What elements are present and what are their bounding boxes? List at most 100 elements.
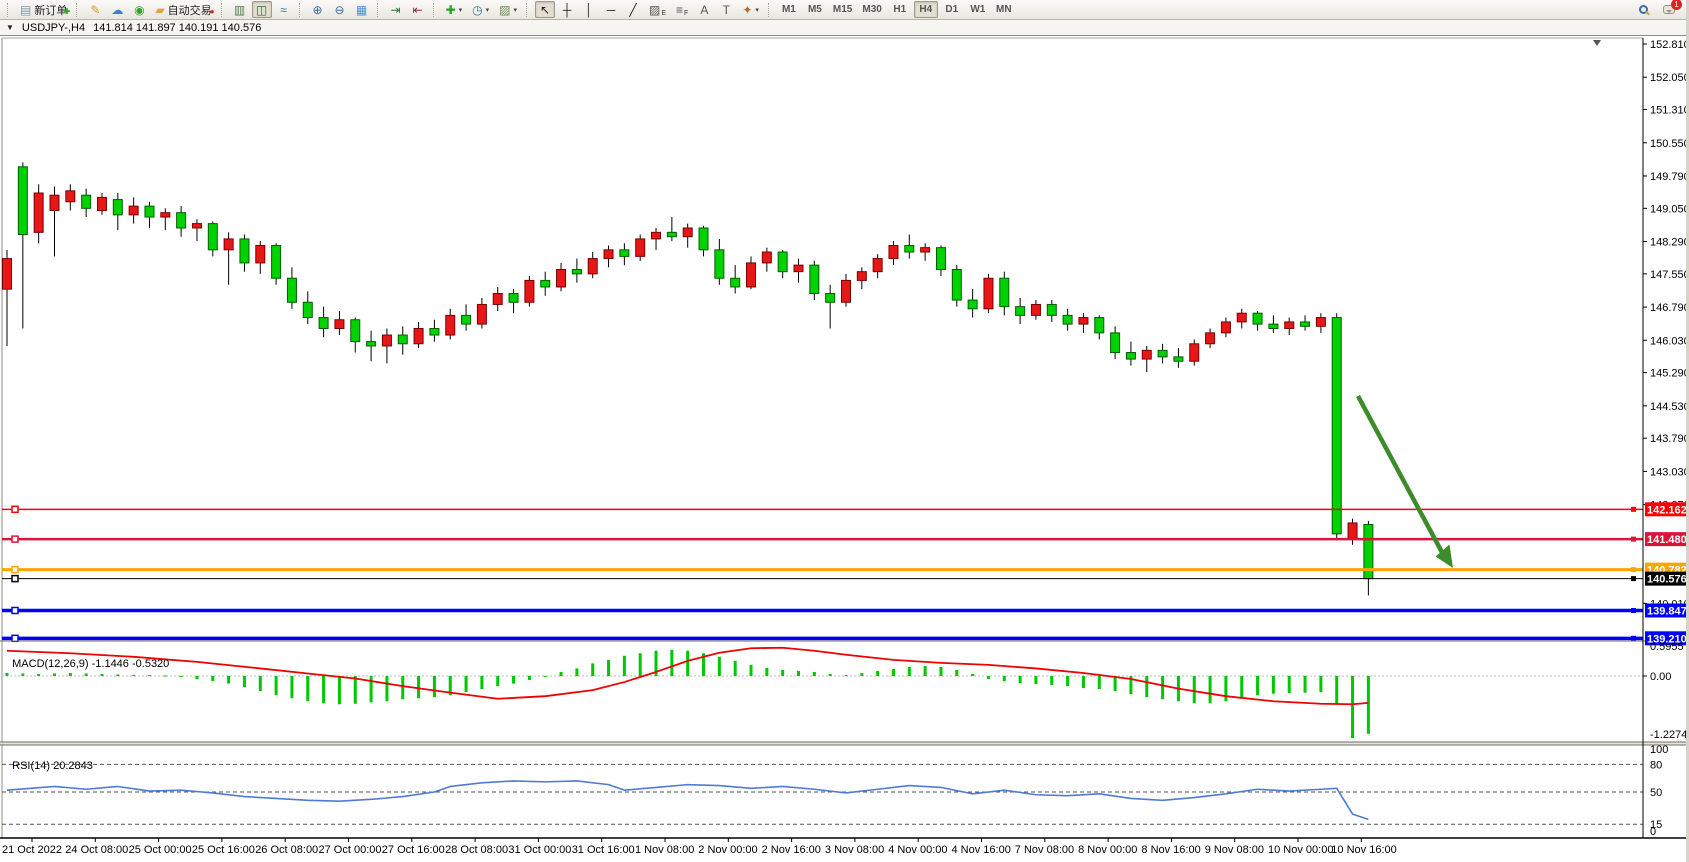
macd-histogram-bar	[52, 673, 56, 676]
hline-right-handle[interactable]	[1631, 576, 1636, 582]
metaeditor-button[interactable]: ✎	[85, 1, 105, 18]
chart-candles-button[interactable]: ◫	[251, 1, 272, 18]
rsi-scale-label: 0	[1650, 826, 1656, 838]
candlestick	[508, 293, 519, 303]
candlestick	[128, 205, 139, 216]
hline-left-handle[interactable]	[11, 606, 19, 615]
tf-w1[interactable]: W1	[966, 1, 990, 18]
macd-indicator-label: MACD(12,26,9) -1.1446 -0.5320	[12, 658, 170, 670]
auto-trading-button[interactable]: ▰ ● 自动交易	[151, 1, 215, 18]
templates-button[interactable]: ▨ ▾	[495, 1, 521, 18]
vertical-line-button[interactable]: │	[579, 1, 599, 18]
candlestick	[571, 268, 582, 275]
text-label-button[interactable]: T	[716, 1, 736, 18]
time-axis-label: 8 Nov 16:00	[1141, 844, 1200, 856]
macd-histogram-bar	[622, 655, 626, 676]
tf-m15[interactable]: M15	[829, 1, 856, 18]
macd-histogram-bar	[512, 676, 516, 684]
tf-h1[interactable]: H1	[888, 1, 912, 18]
tf-h4[interactable]: H4	[913, 1, 938, 18]
arrows-tool-button[interactable]: ✦ ▾	[738, 1, 763, 18]
indicators-dropdown-icon[interactable]: ▾	[458, 6, 463, 14]
vertical-line-icon: │	[585, 2, 593, 17]
tf-m30[interactable]: M30	[858, 1, 885, 18]
macd-histogram-bar	[448, 676, 452, 696]
auto-scroll-icon: ⇥	[390, 2, 401, 17]
crosshair-button[interactable]: ┼	[557, 1, 577, 18]
rsi-indicator-label: RSI(14) 20.2843	[12, 760, 93, 772]
hline-right-handle[interactable]	[1631, 506, 1636, 512]
candlestick	[1315, 317, 1326, 327]
time-axis-label: 21 Oct 2022	[2, 844, 62, 856]
indicators-button[interactable]: ✚ ▾	[442, 1, 467, 18]
candlestick	[1300, 321, 1311, 327]
time-axis-label: 3 Nov 08:00	[825, 844, 884, 856]
chart-title: USDJPY-,H4	[21, 21, 86, 34]
tf-m5[interactable]: M5	[803, 1, 827, 18]
macd-histogram-bar	[1287, 676, 1291, 694]
hline-right-handle[interactable]	[1631, 567, 1636, 573]
macd-histogram-bar	[686, 650, 690, 676]
macd-histogram-bar	[891, 668, 895, 676]
macd-histogram-bar	[575, 668, 579, 676]
horizontal-line-button[interactable]: ─	[601, 1, 621, 18]
hline-right-handle[interactable]	[1631, 607, 1636, 613]
periods-dropdown-icon[interactable]: ▾	[485, 6, 490, 14]
candlestick	[730, 277, 741, 288]
tile-windows-button[interactable]: ▦	[352, 1, 372, 18]
signals-button[interactable]: ◉	[129, 1, 149, 18]
text-button[interactable]: A	[694, 1, 714, 18]
trend-arrow-annotation[interactable]	[1356, 394, 1446, 558]
chart-collapse-icon[interactable]: ▼	[6, 23, 14, 32]
time-axis-label: 4 Nov 16:00	[952, 844, 1011, 856]
arrows-tool-dropdown-icon[interactable]: ▾	[755, 6, 759, 14]
candlestick	[17, 166, 28, 236]
macd-histogram-bar	[480, 676, 484, 690]
chart-line-button[interactable]: ≈	[274, 1, 294, 18]
hline-left-handle[interactable]	[11, 505, 19, 514]
hline-left-handle[interactable]	[11, 574, 19, 583]
notifications-button[interactable]: 1	[1659, 0, 1682, 18]
equidistant-channel-button[interactable]: ▨ E	[645, 1, 670, 18]
price-axis-label: 152.810	[1650, 39, 1689, 51]
macd-histogram-bar	[527, 676, 531, 681]
candlestick	[1236, 312, 1247, 323]
macd-histogram-bar	[781, 669, 785, 676]
text-label-icon: T	[722, 2, 730, 17]
auto-scroll-button[interactable]: ⇥	[386, 1, 406, 18]
hline-left-handle[interactable]	[11, 535, 19, 543]
price-axis-label: 143.030	[1650, 466, 1689, 478]
hline-left-handle[interactable]	[11, 565, 19, 574]
templates-dropdown-icon[interactable]: ▾	[513, 6, 518, 14]
zoom-in-button[interactable]: ⊕	[308, 1, 328, 18]
tf-d1[interactable]: D1	[940, 1, 964, 18]
mql5-community-button[interactable]: ☁	[107, 1, 127, 18]
macd-histogram-bar	[702, 653, 706, 676]
candlestick	[65, 190, 76, 203]
search-button[interactable]	[1633, 1, 1653, 18]
fibonacci-button[interactable]: ≡ F	[672, 1, 692, 18]
cursor-button[interactable]: ↖	[535, 1, 556, 18]
chart-bars-button[interactable]: ▥	[230, 1, 250, 18]
candlestick	[1094, 317, 1105, 334]
tf-mn[interactable]: MN	[992, 1, 1016, 18]
periods-button[interactable]: ◷ ▾	[468, 1, 493, 18]
new-order-button[interactable]: ▤ ✚ 新订单	[16, 1, 71, 18]
pane-splitter[interactable]	[0, 742, 1689, 745]
hline-right-handle[interactable]	[1631, 635, 1636, 641]
candlestick	[888, 244, 899, 260]
tf-m1[interactable]: M1	[777, 1, 801, 18]
trendline-button[interactable]: ╱	[623, 1, 643, 18]
candlestick	[81, 194, 92, 209]
macd-histogram-bar	[401, 676, 405, 700]
zoom-out-button[interactable]: ⊖	[330, 1, 350, 18]
hline-right-handle[interactable]	[1631, 536, 1636, 542]
chart-ohlc-quote: 141.814 141.897 140.191 140.576	[93, 21, 262, 34]
chart-canvas[interactable]: 152.810 152.050 151.310 150.550 149.790 149.0…	[0, 36, 1689, 862]
candlestick	[255, 244, 266, 264]
auto-trading-icon: ▰	[155, 2, 165, 17]
macd-histogram-bar	[68, 672, 72, 676]
chart-shift-button[interactable]: ⇤	[408, 1, 428, 18]
hline-left-handle[interactable]	[11, 634, 19, 643]
trend-arrow-head[interactable]	[1435, 544, 1454, 569]
